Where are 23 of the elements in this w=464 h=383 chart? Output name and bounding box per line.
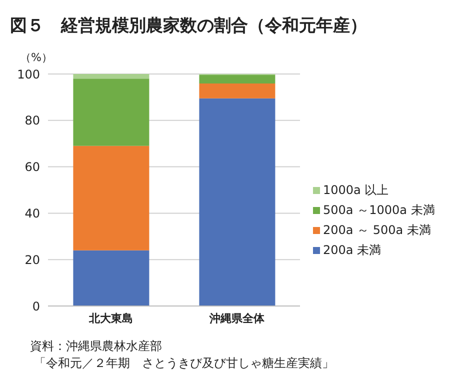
bar (199, 74, 276, 84)
bar (73, 250, 150, 306)
y-tick-label: 60 (24, 160, 40, 174)
y-tick-label: 40 (24, 206, 40, 220)
legend-label: 200a ～ 500a 未満 (323, 222, 431, 239)
text: 資料：沖縄県農林水産部 (30, 338, 163, 355)
y-tick-label: 100 (17, 67, 40, 82)
legend-label: 200a 未満 (323, 242, 382, 259)
y-tick-label: 0 (32, 299, 40, 314)
bar (73, 146, 150, 250)
bar (73, 78, 150, 146)
bar (73, 74, 150, 79)
y-tick-label: 80 (24, 114, 40, 128)
x-tick-label: 沖縄県全体 (208, 312, 266, 325)
legend-label: 500a ～1000a 未満 (323, 202, 435, 219)
y-tick-label: 20 (24, 252, 40, 267)
x-tick-label: 北大東島 (88, 312, 133, 325)
bar (199, 84, 276, 98)
chart-title: 図５ 経営規模別農家数の割合（令和元年産） (10, 15, 367, 37)
bar (199, 98, 276, 306)
y-axis-title: （%） (20, 50, 52, 65)
text: 「令和元／２年期 さとうきび及び甘しゃ糖生産実績」 (33, 355, 334, 372)
legend-label: 1000a 以上 (323, 182, 389, 199)
